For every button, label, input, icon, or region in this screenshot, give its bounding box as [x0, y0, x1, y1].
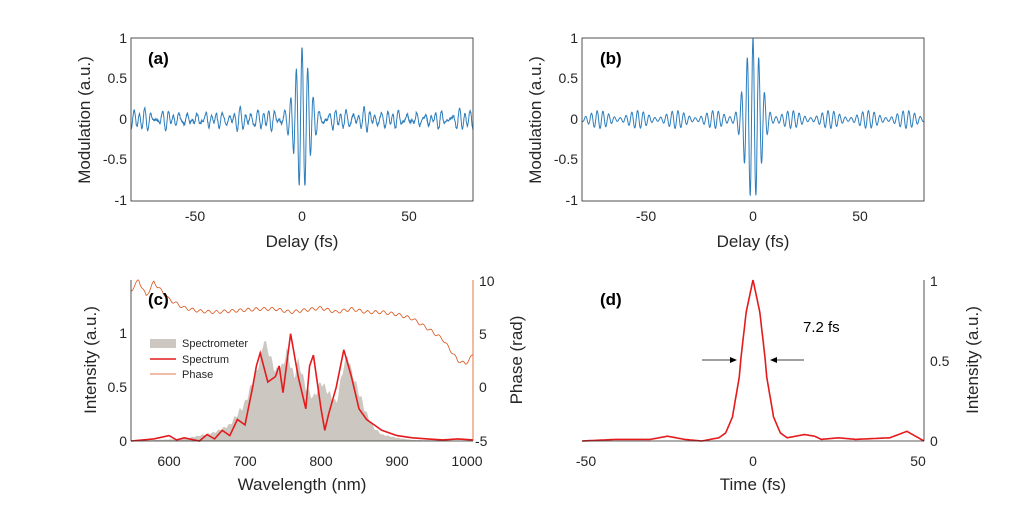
panel-c: (c) Spectrometer Spectrum Phase 0 0.5 1 … — [81, 273, 526, 494]
x-ticks-a: -50 0 50 — [185, 208, 417, 224]
y-tick-label: -1 — [115, 192, 128, 208]
x-axis-label-d: Time (fs) — [720, 475, 786, 494]
x-tick-label: 50 — [401, 208, 417, 224]
y-tick-label: 0 — [119, 433, 127, 449]
x-ticks-c: 600 700 800 900 1000 — [157, 453, 482, 469]
panel-label-d: (d) — [600, 290, 622, 309]
y-axis-label-a: Modulation (a.u.) — [75, 56, 94, 184]
spectrum-line — [130, 333, 474, 442]
y-axis-label-b: Modulation (a.u.) — [526, 56, 545, 184]
x-tick-label: 0 — [298, 208, 306, 224]
y-right-tick-label: 5 — [479, 326, 487, 342]
y-tick-label: 0.5 — [108, 70, 128, 86]
panel-label-b: (b) — [600, 49, 622, 68]
panel-a: (a) 1 0.5 0 -0.5 -1 -50 0 50 Delay (fs) … — [75, 30, 474, 251]
y-ticks-c: 0 0.5 1 — [108, 325, 128, 449]
fwhm-arrow-left — [702, 357, 737, 363]
x-tick-label: 600 — [157, 453, 181, 469]
y-tick-label: 1 — [930, 273, 938, 289]
x-tick-label: 700 — [233, 453, 257, 469]
y-tick-label: 1 — [119, 325, 127, 341]
x-axis-label-c: Wavelength (nm) — [238, 475, 367, 494]
x-tick-label: 50 — [852, 208, 868, 224]
x-tick-label: 1000 — [451, 453, 482, 469]
y-tick-label: 0.5 — [559, 70, 579, 86]
y-tick-label: 0 — [930, 433, 938, 449]
y-right-tick-label: -5 — [475, 433, 488, 449]
y-tick-label: 0 — [119, 111, 127, 127]
y-ticks-d: 1 0.5 0 — [930, 273, 950, 449]
panel-label-c: (c) — [148, 290, 169, 309]
y-right-tick-label: 10 — [479, 273, 495, 289]
y-tick-label: 1 — [119, 30, 127, 46]
panel-label-a: (a) — [148, 49, 169, 68]
series-line-b — [581, 38, 925, 197]
y-ticks-a: 1 0.5 0 -0.5 -1 — [103, 30, 127, 208]
x-tick-label: -50 — [636, 208, 656, 224]
x-axis-label-b: Delay (fs) — [717, 232, 790, 251]
x-tick-label: 0 — [749, 453, 757, 469]
y-right-axis-label-c: Phase (rad) — [507, 316, 526, 405]
fwhm-arrow-right — [770, 357, 804, 363]
y-tick-label: 0.5 — [108, 379, 128, 395]
panel-b: (b) 1 0.5 0 -0.5 -1 -50 0 50 Delay (fs) … — [526, 30, 925, 251]
x-tick-label: 800 — [309, 453, 333, 469]
y-right-ticks-c: 10 5 0 -5 — [475, 273, 495, 449]
y-tick-label: -0.5 — [103, 151, 127, 167]
y-tick-label: 0.5 — [930, 353, 950, 369]
series-line-a — [130, 47, 474, 186]
y-tick-label: -0.5 — [554, 151, 578, 167]
plot-frame-a — [130, 37, 474, 202]
legend-swatch-spectrometer — [150, 339, 176, 348]
plot-frame-b — [581, 37, 925, 202]
x-tick-label: 0 — [749, 208, 757, 224]
y-right-tick-label: 0 — [479, 379, 487, 395]
panel-d: (d) 7.2 fs 1 0.5 0 -50 0 50 Time (fs) In… — [576, 273, 982, 494]
x-tick-label: 50 — [910, 453, 926, 469]
fwhm-annotation: 7.2 fs — [803, 319, 840, 336]
pulse-line — [582, 279, 925, 442]
y-ticks-b: 1 0.5 0 -0.5 -1 — [554, 30, 578, 208]
x-tick-label: -50 — [576, 453, 596, 469]
x-ticks-d: -50 0 50 — [576, 453, 926, 469]
x-tick-label: -50 — [185, 208, 205, 224]
x-tick-label: 900 — [385, 453, 409, 469]
y-tick-label: -1 — [566, 192, 579, 208]
legend-label-spectrum: Spectrum — [182, 354, 229, 366]
legend-label-spectrometer: Spectrometer — [182, 338, 248, 350]
y-axis-label-d: Intensity (a.u.) — [963, 306, 982, 414]
legend-c: Spectrometer Spectrum Phase — [150, 338, 248, 381]
y-tick-label: 1 — [570, 30, 578, 46]
legend-label-phase: Phase — [182, 369, 213, 381]
x-ticks-b: -50 0 50 — [636, 208, 868, 224]
y-axis-label-c: Intensity (a.u.) — [81, 306, 100, 414]
y-tick-label: 0 — [570, 111, 578, 127]
phase-line — [130, 279, 474, 365]
x-axis-label-a: Delay (fs) — [266, 232, 339, 251]
